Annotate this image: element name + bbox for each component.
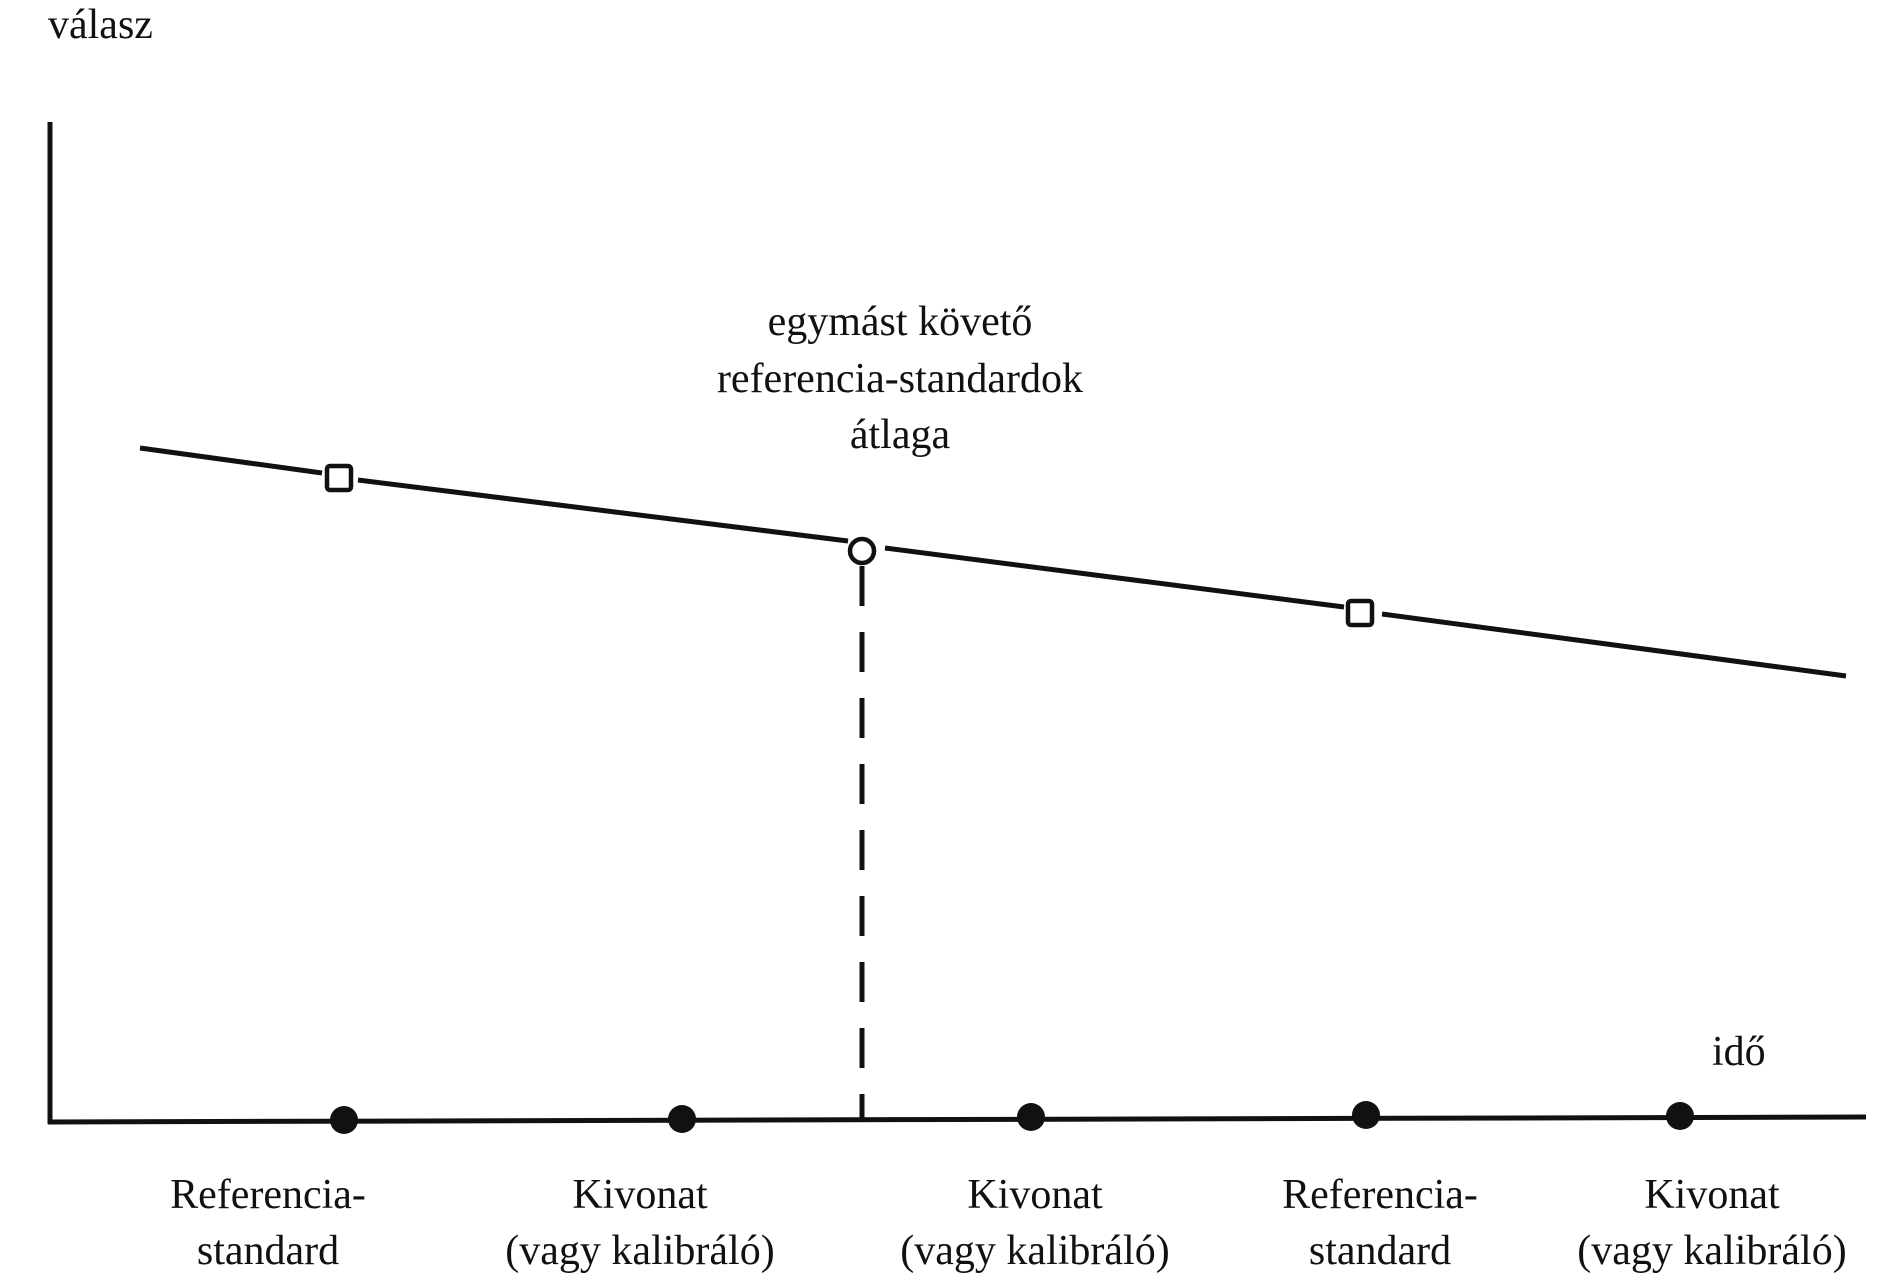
timeline-label-3-line2: (vagy kalibráló) (900, 1228, 1169, 1274)
trend-line-segment-2 (357, 477, 849, 544)
trend-line-segment-1 (139, 445, 323, 476)
mean-point-marker (847, 536, 877, 566)
timeline-dot-4 (1352, 1101, 1380, 1129)
timeline-dot-5 (1666, 1102, 1694, 1130)
x-axis-label: idő (1712, 1029, 1766, 1075)
timeline-label-1-line2: standard (197, 1228, 339, 1274)
timeline-dot-2 (668, 1105, 696, 1133)
y-axis-label: válasz (48, 2, 153, 48)
reference-standard-marker-2 (1345, 598, 1375, 628)
timeline-dot-3 (1017, 1103, 1045, 1131)
annotation-line-3: átlaga (850, 412, 951, 458)
timeline-label-5-line2: (vagy kalibráló) (1577, 1228, 1846, 1274)
annotation-line-1: egymást követő (768, 299, 1033, 345)
annotation-line-2: referencia-standardok (717, 356, 1083, 402)
timeline-label-5-line1: Kivonat (1644, 1172, 1780, 1218)
timeline-label-4-line1: Referencia- (1282, 1172, 1478, 1218)
x-axis-line (47, 1114, 1867, 1125)
reference-standard-marker-1 (324, 463, 354, 493)
timeline-label-2-line1: Kivonat (572, 1172, 708, 1218)
timeline-label-3-line1: Kivonat (967, 1172, 1103, 1218)
timeline-dot-1 (330, 1106, 358, 1134)
timeline-label-4-line2: standard (1309, 1228, 1451, 1274)
trend-line-segment-4 (1381, 611, 1847, 679)
trend-line-segment-3 (884, 545, 1345, 610)
timeline-label-1-line1: Referencia- (170, 1172, 366, 1218)
timeline-label-2-line2: (vagy kalibráló) (505, 1228, 774, 1274)
